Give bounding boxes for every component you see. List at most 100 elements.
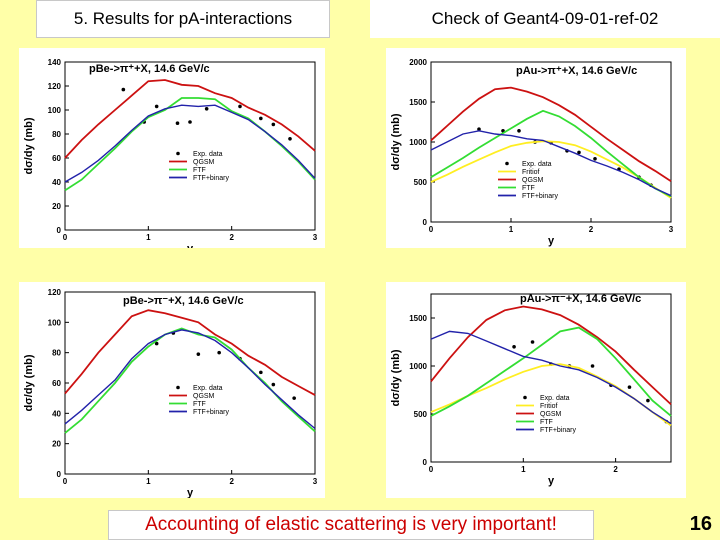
y-axis-label: dσ/dy (mb)	[390, 349, 402, 406]
series-line-fritiof	[430, 140, 672, 199]
legend-label: FTF	[193, 167, 206, 174]
chart-pau-piminus: 0 500 1000 1500 0 1 2 y dσ/dy (mb) pAu->π⁻+X, 14.…	[390, 293, 672, 487]
data-point	[204, 107, 209, 111]
y-tick-label: 20	[52, 202, 61, 211]
series-line-qgsm	[430, 305, 672, 406]
data-point	[590, 364, 595, 368]
legend-label: Exp. data	[193, 385, 223, 392]
y-tick-label: 1000	[409, 362, 427, 371]
y-tick-label: 60	[52, 154, 61, 163]
x-axis-label: y	[548, 235, 555, 247]
x-axis-label: y	[548, 475, 555, 487]
data-point	[288, 137, 292, 141]
x-tick-label: 1	[509, 225, 514, 234]
series-line-qgsm	[64, 309, 316, 396]
x-tick-label: 2	[589, 225, 594, 234]
x-tick-label: 1	[521, 465, 526, 474]
slide-subtitle-text: Check of Geant4-09-01-ref-02	[431, 9, 659, 28]
legend-marker	[176, 385, 180, 390]
chart-pbe-piminus: 0 20 40 60 80 100 120 0 1 2 3 y dσ/dy (mb) pBe->π⁻+X,…	[23, 288, 318, 498]
chart-title: pAu->π⁺+X, 14.6 GeV/c	[516, 65, 637, 77]
data-point	[217, 350, 221, 355]
y-tick-label: 1500	[409, 314, 427, 323]
y-tick-label: 0	[423, 218, 428, 227]
x-tick-label: 1	[146, 233, 151, 242]
data-point	[259, 370, 263, 375]
x-tick-label: 2	[613, 465, 618, 474]
x-tick-label: 0	[429, 225, 434, 234]
legend-label: FTF+binary	[540, 427, 576, 434]
chart-pbe-piplus: 0 20 40 60 80 100 120 140 0 1 2 3 y dσ/dy (mb) pBe->π⁺…	[23, 58, 318, 248]
series-line-ftf	[64, 327, 316, 434]
data-point	[154, 341, 159, 346]
y-tick-label: 0	[57, 226, 62, 235]
chart-title: pAu->π⁻+X, 14.6 GeV/c	[520, 293, 641, 305]
y-tick-label: 40	[52, 409, 61, 418]
series-line-ftfb	[64, 104, 316, 183]
legend-label: Exp. data	[193, 151, 223, 158]
slide-title-text: 5. Results for pA-interactions	[73, 9, 293, 28]
series-line-ftfb	[430, 330, 672, 425]
legend-label: Fritiof	[540, 403, 558, 410]
x-axis-label: y	[187, 487, 194, 498]
legend-label: QGSM	[193, 159, 215, 166]
y-tick-label: 500	[414, 178, 428, 187]
plot-frame	[430, 293, 672, 463]
data-point	[593, 157, 597, 161]
y-axis-label: dσ/dy (mb)	[23, 354, 35, 411]
series-line-ftf	[64, 97, 316, 192]
series-line-qgsm	[430, 86, 672, 182]
legend-label: FTF	[522, 185, 535, 192]
y-tick-label: 1500	[409, 98, 427, 107]
y-tick-label: 80	[52, 349, 61, 358]
chart-title: pBe->π⁻+X, 14.6 GeV/c	[123, 295, 244, 307]
data-point	[517, 129, 521, 133]
data-point	[512, 345, 516, 349]
legend-label: Exp. data	[522, 161, 552, 168]
footer-note: Accounting of elastic scattering is very…	[108, 510, 594, 540]
y-tick-label: 100	[48, 318, 62, 327]
chart-panel-pau-piminus: 0 500 1000 1500 0 1 2 y dσ/dy (mb) pAu->π⁻+X, 14.…	[386, 282, 686, 498]
series-line-ftfb	[430, 130, 672, 197]
chart-pau-piplus: 0 500 1000 1500 2000 0 1 2 3 y dσ/dy (mb) pAu->π⁺+X…	[390, 58, 674, 247]
legend-label: Exp. data	[540, 395, 570, 402]
data-point	[196, 352, 201, 356]
data-point	[577, 150, 581, 155]
y-tick-label: 0	[57, 470, 62, 479]
data-point	[175, 121, 180, 125]
data-point	[477, 127, 481, 131]
x-tick-label: 0	[63, 477, 68, 486]
data-point	[259, 116, 263, 121]
page-number: 16	[689, 513, 712, 535]
legend-label: FTF+binary	[193, 175, 229, 182]
data-point	[121, 87, 126, 92]
series-line-qgsm	[64, 79, 316, 159]
y-tick-label: 40	[52, 178, 61, 187]
legend-label: FTF	[540, 419, 553, 426]
data-point	[292, 396, 296, 400]
x-tick-label: 2	[229, 233, 234, 242]
data-point	[188, 120, 192, 124]
x-axis-label: y	[187, 243, 194, 248]
y-axis-label: dσ/dy (mb)	[23, 117, 35, 174]
y-tick-label: 20	[52, 440, 61, 449]
legend-label: QGSM	[540, 411, 562, 418]
data-point	[271, 382, 276, 387]
series-line-ftf	[430, 326, 672, 417]
legend-label: QGSM	[193, 393, 215, 400]
y-axis-label: dσ/dy (mb)	[390, 113, 402, 170]
y-tick-label: 500	[414, 410, 428, 419]
legend-label: FTF	[193, 401, 206, 408]
x-tick-label: 3	[669, 225, 674, 234]
x-tick-label: 0	[63, 233, 68, 242]
x-tick-label: 0	[429, 465, 434, 474]
legend-marker	[176, 151, 180, 156]
series-line-ftf	[430, 109, 672, 198]
legend-label: FTF+binary	[522, 193, 558, 200]
legend-label: QGSM	[522, 177, 544, 184]
y-tick-label: 120	[48, 82, 62, 91]
chart-panel-pbe-piplus: 0 20 40 60 80 100 120 140 0 1 2 3 y dσ/dy (mb) pBe->π⁺…	[19, 48, 325, 248]
chart-panel-pbe-piminus: 0 20 40 60 80 100 120 0 1 2 3 y dσ/dy (mb) pBe->π⁻+X,…	[19, 282, 325, 498]
slide-subtitle: Check of Geant4-09-01-ref-02	[370, 0, 720, 38]
data-point	[627, 385, 632, 389]
